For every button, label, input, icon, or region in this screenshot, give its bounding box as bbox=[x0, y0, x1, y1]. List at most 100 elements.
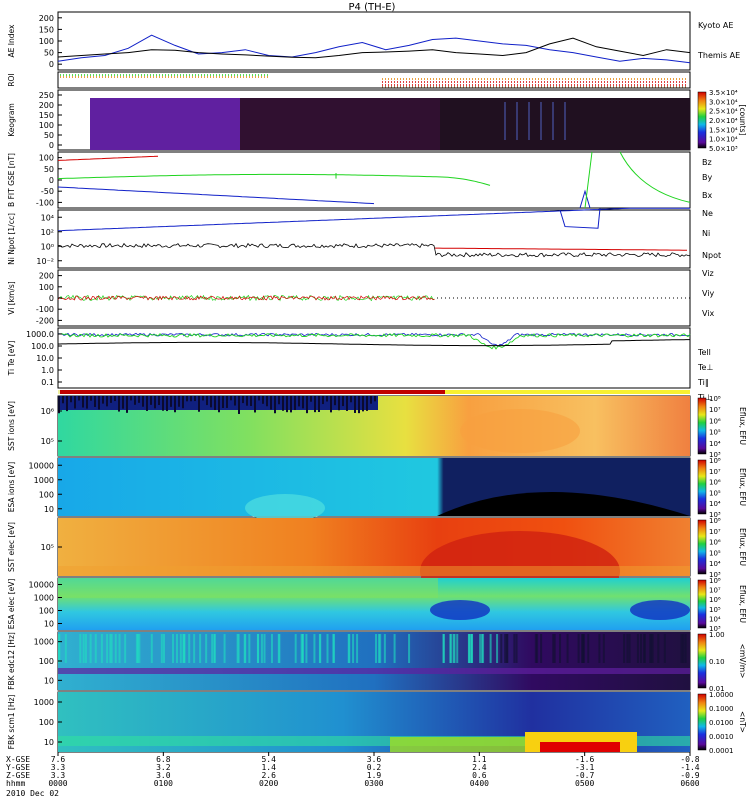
sst-ion-stripe bbox=[158, 396, 160, 406]
sst-ion-stripe bbox=[322, 396, 324, 405]
fbk-edc-stripe bbox=[559, 634, 562, 663]
sst_e-ylabel: SST elec [eV] bbox=[7, 522, 16, 572]
sst-ion-stripe bbox=[94, 396, 96, 407]
sst-ion-stripe bbox=[350, 396, 352, 403]
sst_e-ytick: 10⁵ bbox=[41, 543, 54, 552]
keo-ytick: 50 bbox=[44, 131, 54, 140]
ephem-value: 7.6 bbox=[51, 755, 66, 764]
keo-ytick: 100 bbox=[39, 121, 54, 130]
fbk-edc-stripe bbox=[649, 634, 652, 663]
esa_e-cbar-tick: 10⁷ bbox=[709, 587, 721, 595]
fbk-edc-stripe bbox=[172, 634, 175, 663]
sst-ion-stripe bbox=[134, 396, 136, 405]
esa_i-cbar-tick: 10³ bbox=[709, 511, 721, 519]
fbk-edc-stripe bbox=[236, 634, 239, 663]
fbk-edc-stripe bbox=[118, 634, 121, 663]
sst-ion-stripe bbox=[78, 396, 80, 401]
sst-ion-stripe bbox=[358, 396, 360, 414]
fbk-scm-pre bbox=[390, 737, 525, 752]
fbk-edc-stripe bbox=[260, 634, 263, 663]
esa_e-ytick: 100 bbox=[39, 607, 54, 616]
sst_i-cbar-tick: 10⁵ bbox=[709, 429, 721, 437]
legend-bz: Bz bbox=[702, 158, 712, 167]
fbk-edc-stripe bbox=[636, 634, 639, 663]
fbk_scm-ytick: 1000 bbox=[34, 698, 54, 707]
ephem-value: 0600 bbox=[680, 779, 699, 788]
ephem-value: 3.0 bbox=[156, 771, 171, 780]
bf-ytick: -50 bbox=[41, 187, 54, 196]
ephem-value: 0200 bbox=[259, 779, 278, 788]
fbk-edc-stripe bbox=[89, 634, 92, 663]
plot-title: P4 (TH-E) bbox=[349, 2, 396, 13]
fbk-edc-stripe bbox=[552, 634, 555, 663]
axis-labels: AE Index050100150200Keogram0501001502002… bbox=[7, 14, 62, 749]
sst-ion-stripe bbox=[234, 396, 236, 406]
legend-bx: Bx bbox=[702, 191, 712, 200]
esa-ion-blob bbox=[245, 494, 325, 522]
sst-ion-stripe bbox=[318, 396, 320, 412]
fbk-edc-stripe bbox=[377, 634, 380, 663]
date-label: 2010 Dec 02 bbox=[6, 789, 59, 798]
fbk-edc-stripe bbox=[657, 634, 660, 663]
keogram-colorbar bbox=[697, 91, 707, 149]
fbk-edc-stripe bbox=[481, 634, 484, 663]
sst-ion-stripe bbox=[346, 396, 348, 411]
esa-ion-dark-arc bbox=[437, 492, 690, 516]
fbk-edc-stripe bbox=[553, 634, 556, 663]
sst_i-ylabel: SST ions [eV] bbox=[7, 401, 16, 451]
tmp-ytick: 100.0 bbox=[31, 342, 54, 351]
fbk_scm-cbar-label: <nT> bbox=[738, 711, 747, 733]
vel-ytick: 200 bbox=[39, 272, 54, 281]
sst_i-ytick: 10⁶ bbox=[41, 407, 54, 416]
sst-ion-stripe bbox=[194, 396, 196, 402]
esa_e-cbar-tick: 10⁵ bbox=[709, 606, 721, 614]
fbk-edc-stripe bbox=[150, 634, 153, 663]
fbk_edc-image bbox=[58, 632, 690, 690]
bx-line bbox=[57, 186, 375, 205]
fbk_edc-cbar-tick: 1.00 bbox=[709, 631, 725, 639]
sst-ion-stripe bbox=[178, 396, 180, 407]
fbk-edc-stripe bbox=[175, 634, 178, 663]
tmp-frame bbox=[57, 327, 691, 389]
esa_e-cbar-label: Eflux, EFU bbox=[738, 585, 747, 623]
sst_i-cbar-tick: 10³ bbox=[709, 451, 721, 459]
fbk-edc-stripe bbox=[479, 634, 482, 663]
sst-ion-stripe bbox=[122, 396, 124, 409]
ephem-value: 1.9 bbox=[367, 771, 382, 780]
ephem-value: -1.4 bbox=[680, 763, 699, 772]
sst-ion-stripe bbox=[362, 396, 364, 412]
keogram-cbar-tick: 3.0×10⁴ bbox=[709, 98, 738, 106]
sst_e-colorbar bbox=[697, 519, 707, 575]
fbk-edc-stripe bbox=[449, 634, 452, 663]
fbk-edc-stripe bbox=[64, 634, 67, 663]
sst-ion-stripe bbox=[74, 396, 76, 409]
mode-bar-red bbox=[60, 390, 445, 394]
sst-ion-stripe bbox=[130, 396, 132, 401]
velocity-panel: Viz Viy Vix bbox=[57, 269, 715, 318]
keo-ytick: 150 bbox=[39, 111, 54, 120]
sst-ion-stripe bbox=[314, 396, 316, 413]
esa-elec-band bbox=[58, 578, 438, 598]
sst-ion-stripe bbox=[370, 396, 372, 404]
sst-ion-stripe bbox=[86, 396, 88, 409]
fbk-edc-stripe bbox=[496, 634, 499, 663]
ne-line bbox=[435, 247, 687, 251]
sst-ion-stripe bbox=[334, 396, 336, 406]
tmp-ytick: 10.0 bbox=[36, 354, 54, 363]
fbk-edc-stripe bbox=[684, 634, 687, 663]
fbk-edc-stripe bbox=[160, 634, 163, 663]
sst_e-cbar-label: Eflux, EFU bbox=[738, 528, 747, 566]
fbk-edc-stripe bbox=[137, 634, 140, 663]
ephem-row-label: Z-GSE bbox=[6, 771, 30, 780]
ephem-value: -1.6 bbox=[575, 755, 594, 764]
sst-ion-stripe bbox=[146, 396, 148, 411]
vel-ytick: -100 bbox=[36, 305, 54, 314]
fbk-edc-stripe bbox=[109, 634, 112, 663]
keogram-cbar-label: [counts] bbox=[738, 105, 747, 136]
fbk-edc-stripe bbox=[505, 634, 508, 663]
sst-ion-stripe bbox=[310, 396, 312, 402]
ephem-value: 0000 bbox=[48, 779, 67, 788]
tmp-ytick: 1000.0 bbox=[26, 330, 54, 339]
sst-ion-stripe bbox=[230, 396, 232, 401]
fbk-edc-stripe bbox=[504, 634, 507, 663]
